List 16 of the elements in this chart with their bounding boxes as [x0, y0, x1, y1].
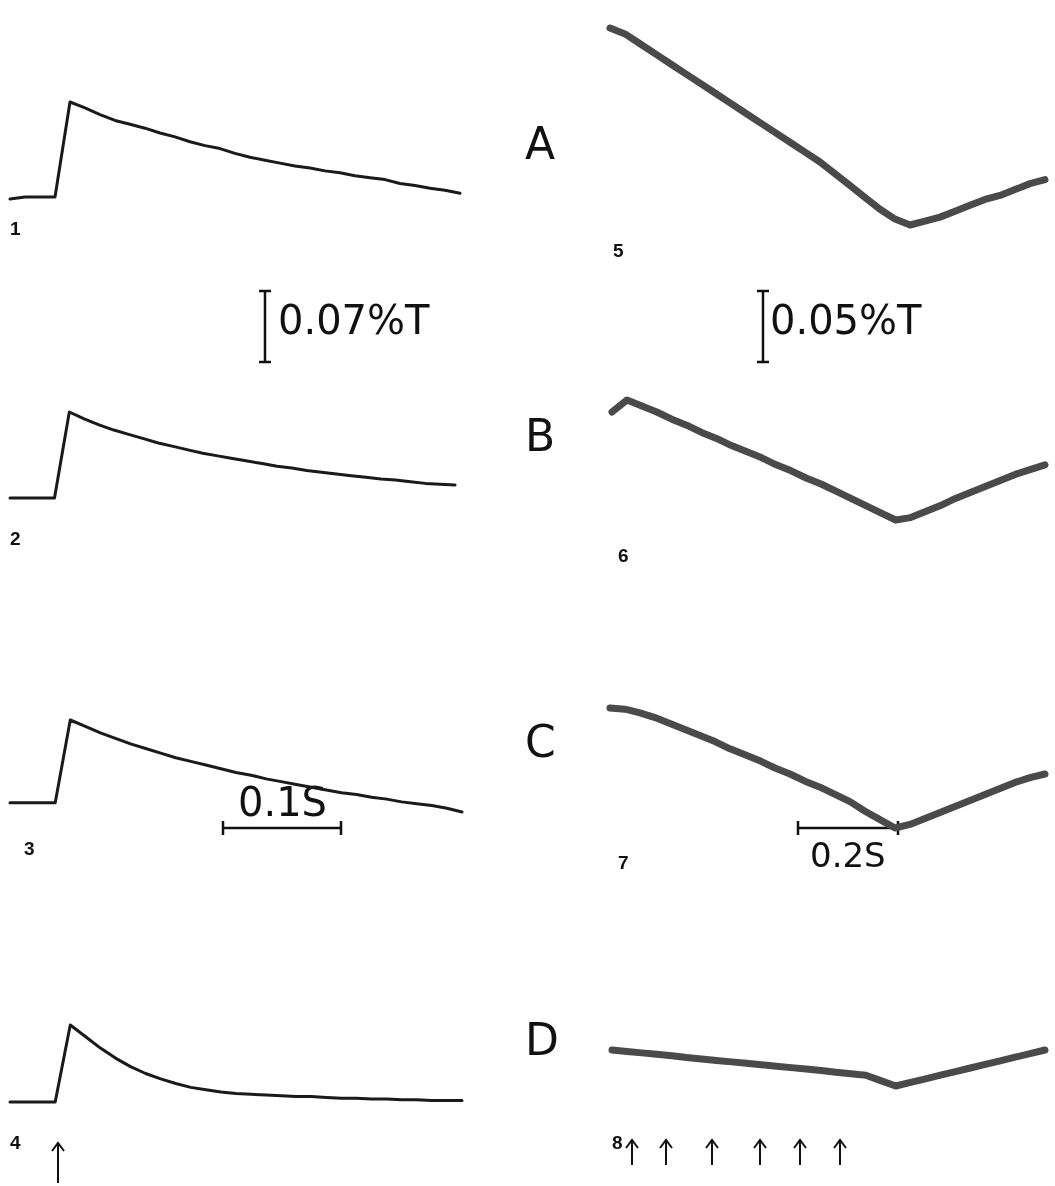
text: 0.07%T	[278, 297, 430, 343]
text: 8	[612, 1132, 623, 1154]
text: 6	[618, 545, 629, 567]
text: 2	[10, 528, 21, 550]
text: C	[525, 716, 556, 767]
text: 3	[24, 838, 35, 860]
text: 0.05%T	[770, 297, 922, 343]
text: 0.2S	[810, 835, 886, 875]
text: 7	[618, 852, 629, 874]
text: A	[525, 118, 556, 169]
text: 4	[10, 1132, 21, 1154]
text: 5	[613, 240, 624, 262]
text: D	[525, 1014, 559, 1065]
text: B	[525, 410, 556, 461]
annotation: 0.1S	[238, 779, 328, 825]
text: 1	[10, 218, 21, 240]
